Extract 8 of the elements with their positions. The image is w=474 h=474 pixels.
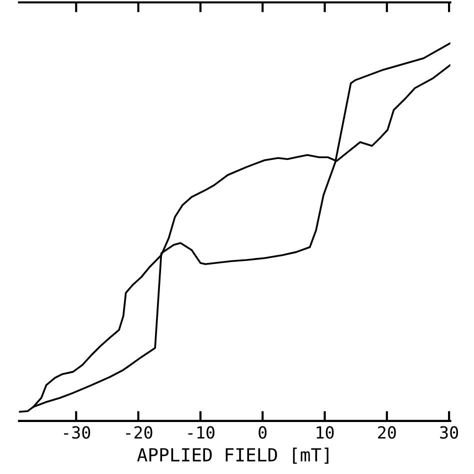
x-tick-label: 10 bbox=[316, 426, 334, 439]
x-tick-label: 20 bbox=[378, 426, 396, 439]
x-tick-label: -10 bbox=[188, 426, 214, 439]
x-axis-title: APPLIED FIELD [mT] bbox=[137, 448, 328, 464]
x-tick-label: -30 bbox=[64, 426, 90, 439]
x-tick-label: -20 bbox=[126, 426, 152, 439]
x-tick-label: 30 bbox=[440, 426, 458, 439]
x-tick-label: 0 bbox=[258, 426, 267, 439]
